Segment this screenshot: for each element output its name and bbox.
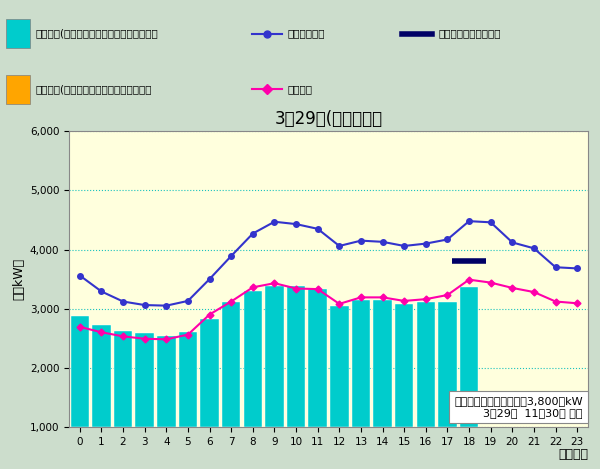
Bar	[71, 316, 89, 427]
FancyBboxPatch shape	[6, 75, 30, 104]
X-axis label: （時台）: （時台）	[558, 448, 588, 461]
Bar	[244, 291, 262, 427]
Bar	[92, 325, 110, 427]
Bar	[308, 289, 327, 427]
Text: 当日実績(計画停電を実施していない時間）: 当日実績(計画停電を実施していない時間）	[36, 29, 159, 38]
Bar	[438, 302, 457, 427]
Text: 本日のピーク時供給力：3,800万kW
3月29日  11時30分 更新: 本日のピーク時供給力：3,800万kW 3月29日 11時30分 更新	[454, 396, 583, 418]
Bar	[179, 332, 197, 427]
Bar	[222, 302, 241, 427]
Bar	[157, 336, 176, 427]
Title: 3月29日(火）の状況: 3月29日(火）の状況	[274, 110, 383, 129]
Y-axis label: （万kW）: （万kW）	[13, 258, 26, 300]
Text: 前年の相当日: 前年の相当日	[288, 29, 325, 38]
Bar	[330, 306, 349, 427]
Bar	[395, 304, 413, 427]
Bar	[265, 286, 284, 427]
Bar	[460, 287, 478, 427]
Bar	[200, 319, 219, 427]
Bar	[373, 300, 392, 427]
FancyBboxPatch shape	[6, 19, 30, 48]
Text: 前日実績: 前日実績	[288, 84, 313, 94]
Text: 本日のピーク時供給力: 本日のピーク時供給力	[438, 29, 500, 38]
Text: 当日実績(計画停電を実施している時間）: 当日実績(計画停電を実施している時間）	[36, 84, 152, 94]
Bar	[416, 302, 435, 427]
Bar	[287, 286, 305, 427]
Bar	[136, 333, 154, 427]
Bar	[352, 300, 370, 427]
Bar	[114, 331, 132, 427]
